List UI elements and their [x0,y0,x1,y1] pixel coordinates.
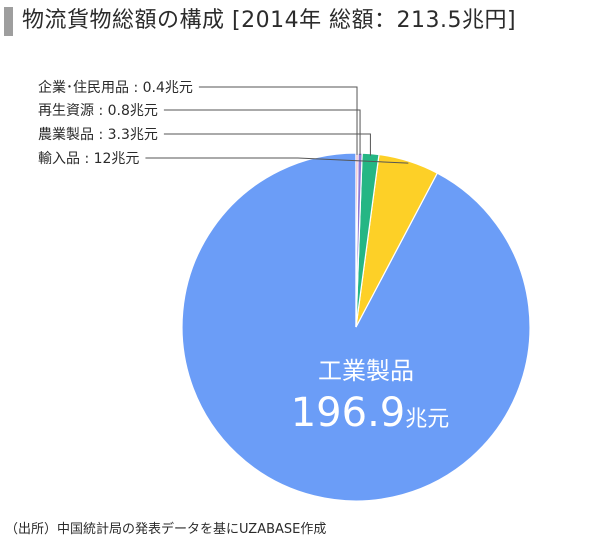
callout-leader-2 [163,133,371,156]
callout-leader-3 [163,109,361,156]
pie-slices [181,152,531,502]
callout-leader-4 [198,86,358,156]
slice-label-name-0: 工業製品 [318,357,414,385]
callout-label-2: 農業製品 : 3.3兆元 [38,127,158,143]
callout-label-4: 企業･住民用品 : 0.4兆元 [38,79,193,96]
source-note: （出所）中国統計局の発表データを基にUZABASE作成 [5,522,327,537]
callout-leader-1 [145,157,409,164]
callout-label-1: 輸入品 : 12兆元 [38,151,139,167]
chart-title: 物流貨物総額の構成 [2014年 総額：213.5兆円] [22,8,517,33]
pie-inner-labels: 工業製品 196.9兆元 [291,357,450,436]
title-accent-bar [4,7,13,36]
callout-label-3: 再生資源 : 0.8兆元 [38,103,158,119]
slice-label-value-0: 196.9兆元 [291,390,450,436]
